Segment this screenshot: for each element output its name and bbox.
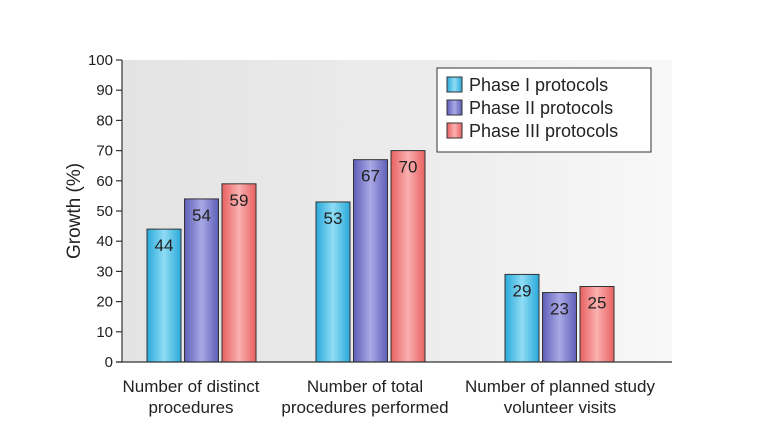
y-tick-label: 40 — [96, 233, 113, 250]
bar-value-label: 59 — [230, 191, 249, 210]
legend-swatch — [446, 76, 463, 93]
bar-value-label: 25 — [588, 294, 607, 313]
x-category-label: procedures performed — [281, 398, 448, 417]
y-tick-label: 20 — [96, 294, 113, 311]
bar-1-1 — [146, 228, 182, 363]
x-category-label: procedures — [148, 398, 233, 417]
x-category-label: Number of distinct — [123, 377, 260, 396]
y-tick-label: 0 — [105, 354, 113, 371]
y-axis-label: Growth (%) — [64, 163, 85, 259]
x-category-label: Number of total — [307, 377, 423, 396]
bar-3-2 — [390, 150, 426, 363]
x-category-label: volunteer visits — [504, 398, 616, 417]
y-tick-label: 60 — [96, 173, 113, 190]
bar-2-2 — [353, 159, 388, 363]
legend-swatch — [446, 122, 463, 139]
legend-box — [436, 67, 652, 153]
bar-1-3 — [504, 273, 540, 363]
y-tick-label: 90 — [96, 82, 113, 99]
x-category-label: Number of planned study — [465, 377, 655, 396]
bar-value-label: 70 — [399, 158, 418, 177]
y-tick-label: 70 — [96, 143, 113, 160]
bar-value-label: 44 — [155, 236, 174, 255]
bar-value-label: 29 — [513, 281, 532, 300]
bar-value-label: 67 — [361, 167, 380, 186]
legend: Phase I protocols Phase II protocols Phase… — [436, 67, 652, 153]
legend-label: Phase III protocols — [469, 121, 618, 141]
y-tick-label: 30 — [96, 263, 113, 280]
y-tick-label: 10 — [96, 324, 113, 341]
y-tick-label: 100 — [88, 52, 113, 69]
y-tick-label: 80 — [96, 112, 113, 129]
legend-label: Phase II protocols — [469, 98, 613, 118]
legend-swatch — [446, 99, 463, 116]
y-tick-label: 50 — [96, 203, 113, 220]
bar-1-2 — [315, 201, 351, 363]
bar-value-label: 54 — [192, 206, 211, 225]
legend-label: Phase I protocols — [469, 75, 608, 95]
bar-value-label: 53 — [324, 209, 343, 228]
bar-value-label: 23 — [550, 300, 569, 319]
bar-3-1 — [221, 183, 257, 363]
